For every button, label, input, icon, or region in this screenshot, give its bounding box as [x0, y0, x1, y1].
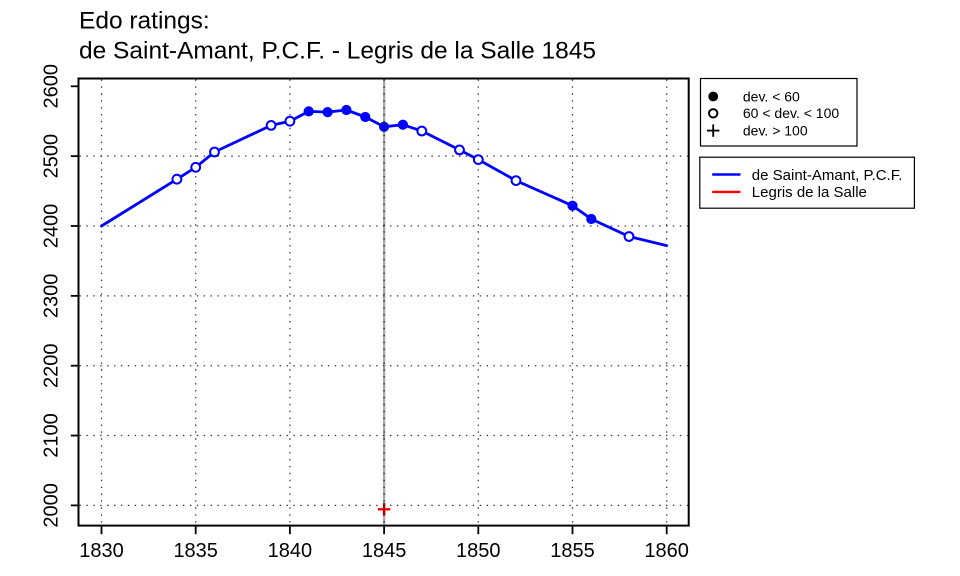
svg-text:Legris de la Salle: Legris de la Salle	[752, 184, 867, 201]
svg-text:dev. > 100: dev. > 100	[743, 122, 808, 138]
svg-text:de Saint-Amant, P.C.F. - Legri: de Saint-Amant, P.C.F. - Legris de la Sa…	[79, 38, 596, 65]
svg-text:dev. < 60: dev. < 60	[743, 88, 800, 104]
svg-text:60 < dev. < 100: 60 < dev. < 100	[743, 105, 839, 121]
svg-text:1835: 1835	[173, 540, 218, 562]
svg-text:1845: 1845	[362, 540, 407, 562]
svg-text:1855: 1855	[550, 540, 595, 562]
svg-text:Edo ratings:: Edo ratings:	[79, 8, 210, 35]
svg-text:1830: 1830	[79, 540, 124, 562]
svg-text:de Saint-Amant, P.C.F.: de Saint-Amant, P.C.F.	[752, 167, 903, 184]
svg-text:2000: 2000	[41, 483, 63, 528]
svg-text:2600: 2600	[41, 64, 63, 109]
svg-text:1860: 1860	[644, 540, 689, 562]
svg-text:1840: 1840	[268, 540, 313, 562]
svg-text:2200: 2200	[41, 343, 63, 388]
svg-text:1850: 1850	[456, 540, 501, 562]
svg-text:2100: 2100	[41, 413, 63, 458]
svg-text:2400: 2400	[41, 204, 63, 249]
svg-text:2500: 2500	[41, 134, 63, 179]
svg-text:2300: 2300	[41, 274, 63, 319]
